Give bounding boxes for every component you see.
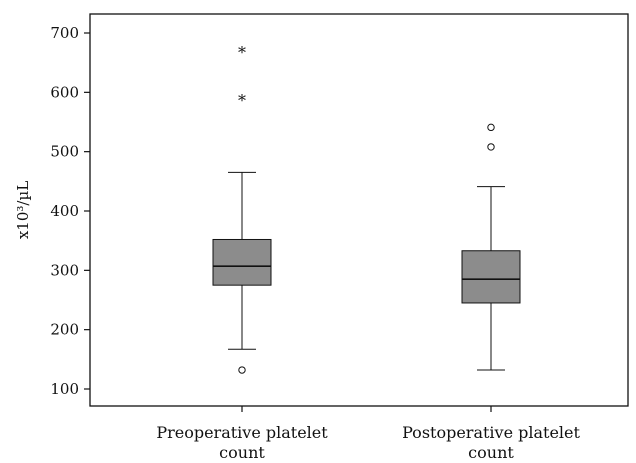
y-tick-label: 400 [50, 202, 79, 220]
outlier-point [487, 143, 495, 151]
x-category-label: count [468, 443, 514, 462]
x-category-label: Postoperative platelet [402, 423, 580, 442]
y-tick-label: 200 [50, 321, 79, 339]
y-tick-label: 600 [50, 83, 79, 101]
iqr-box [212, 238, 272, 286]
extreme-point: * [238, 91, 246, 110]
y-tick-label: 500 [50, 143, 79, 161]
x-category-label: Preoperative platelet [156, 423, 328, 442]
extreme-point: * [238, 43, 246, 62]
plot-frame [89, 13, 629, 407]
x-category-label: count [219, 443, 265, 462]
y-tick-label: 700 [50, 24, 79, 42]
y-tick-label: 300 [50, 261, 79, 279]
iqr-box [461, 250, 521, 304]
y-axis: 100 200 300 400 500 600 700 [50, 24, 90, 398]
x-axis: Preoperative plateletcountPostoperative … [156, 406, 581, 462]
boxes: ** [212, 43, 521, 374]
y-axis-title: x10³/µL [14, 181, 32, 239]
y-tick-label: 100 [50, 380, 79, 398]
outlier-point [238, 366, 246, 374]
outlier-point [487, 123, 495, 132]
